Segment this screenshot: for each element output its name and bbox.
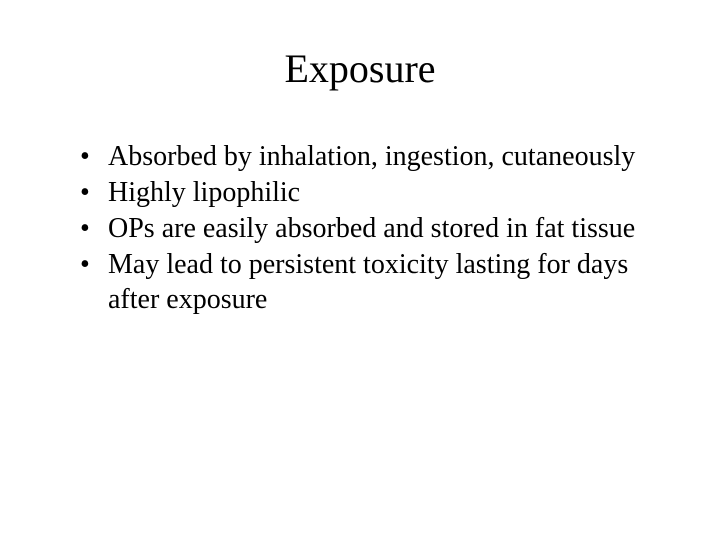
list-item: Absorbed by inhalation, ingestion, cutan… xyxy=(80,140,670,174)
list-item: May lead to persistent toxicity lasting … xyxy=(80,248,670,316)
slide-title: Exposure xyxy=(50,45,670,92)
slide-container: Exposure Absorbed by inhalation, ingesti… xyxy=(0,0,720,540)
list-item: Highly lipophilic xyxy=(80,176,670,210)
list-item: OPs are easily absorbed and stored in fa… xyxy=(80,212,670,246)
bullet-list: Absorbed by inhalation, ingestion, cutan… xyxy=(50,140,670,317)
